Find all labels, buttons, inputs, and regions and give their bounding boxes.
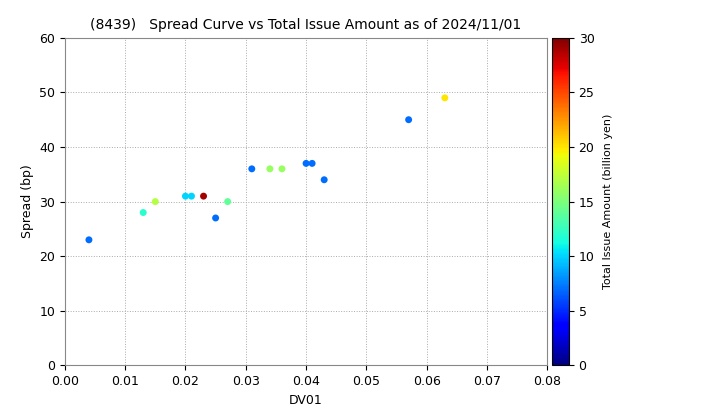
Point [210, 215, 221, 221]
Point [180, 193, 192, 199]
Point [186, 193, 197, 199]
Point [306, 160, 318, 167]
Point [84, 236, 95, 243]
Point [318, 176, 330, 183]
Point [222, 198, 233, 205]
Point [198, 193, 210, 199]
Point [246, 165, 258, 172]
Point [276, 165, 288, 172]
Y-axis label: Spread (bp): Spread (bp) [21, 165, 34, 239]
Point [150, 198, 161, 205]
Title: (8439)   Spread Curve vs Total Issue Amount as of 2024/11/01: (8439) Spread Curve vs Total Issue Amoun… [91, 18, 522, 32]
Point [439, 94, 451, 101]
Point [264, 165, 276, 172]
Y-axis label: Total Issue Amount (billion yen): Total Issue Amount (billion yen) [603, 114, 613, 289]
X-axis label: DV01: DV01 [289, 394, 323, 407]
Point [138, 209, 149, 216]
Point [403, 116, 415, 123]
Point [300, 160, 312, 167]
